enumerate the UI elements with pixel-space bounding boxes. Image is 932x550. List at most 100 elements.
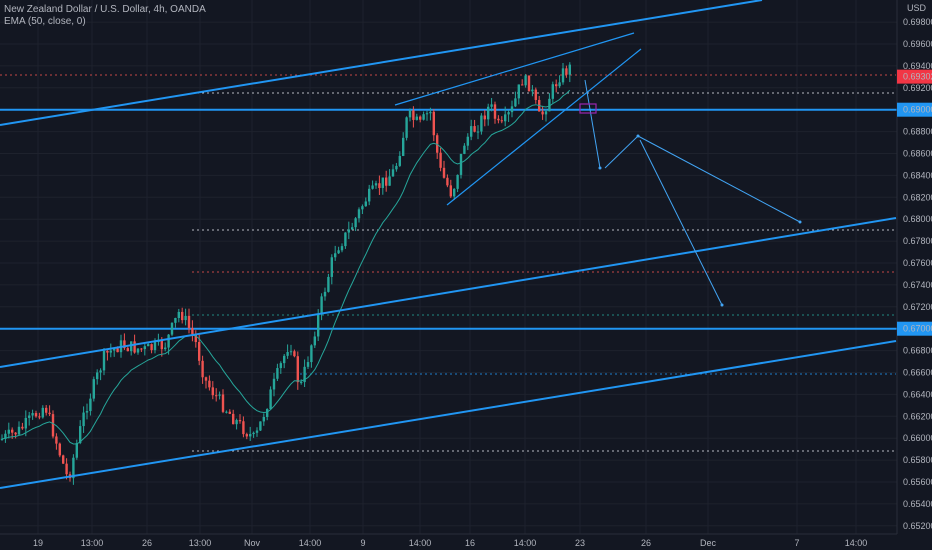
candle-body	[106, 350, 109, 353]
time-tick-label: 16	[465, 538, 475, 548]
candle-body	[453, 188, 456, 197]
candle-body	[303, 366, 306, 383]
candle-body	[378, 183, 381, 188]
time-tick-label: 14:00	[514, 538, 537, 548]
candle-body	[432, 111, 435, 136]
candle-body	[174, 317, 177, 323]
candle-body	[99, 370, 102, 373]
candle-body	[561, 68, 565, 83]
candle-body	[317, 313, 320, 337]
trend-drawings	[0, 0, 897, 489]
candle-body	[487, 106, 490, 120]
candle-body	[126, 348, 129, 352]
candle-body	[347, 229, 350, 233]
candle-body	[354, 218, 357, 228]
candle-body	[381, 177, 384, 188]
candle-body	[405, 117, 408, 138]
candle-body	[514, 98, 517, 107]
candle-body	[368, 188, 371, 202]
candle-body	[92, 379, 95, 399]
candle-body	[510, 106, 514, 113]
candle-body	[238, 420, 242, 422]
candle-body	[194, 334, 197, 343]
currency-label: USD	[907, 3, 927, 13]
candle-body	[463, 145, 466, 154]
candle-body	[204, 377, 208, 381]
candle-body	[483, 115, 486, 120]
current-price-label: 0.69302	[903, 72, 932, 82]
candle-body	[558, 82, 561, 87]
candle-body	[289, 351, 293, 353]
candle-body	[323, 291, 327, 297]
candle-body	[388, 176, 391, 186]
candle-body	[266, 409, 269, 417]
candle-body	[58, 443, 61, 456]
candle-body	[551, 84, 554, 99]
candle-body	[429, 111, 432, 114]
candle-body	[470, 126, 473, 137]
candle-body	[41, 407, 44, 418]
candle-body	[255, 430, 259, 433]
candle-body	[245, 434, 248, 437]
candle-body	[337, 250, 340, 254]
candle-body	[507, 112, 510, 115]
candle-body	[225, 411, 228, 413]
candle-body	[391, 169, 395, 177]
symbol-title[interactable]: New Zealand Dollar / U.S. Dollar, 4h, OA…	[4, 4, 206, 15]
candle-body	[456, 174, 459, 189]
candle-body	[218, 394, 221, 396]
time-tick-label: 14:00	[299, 538, 322, 548]
candle-body	[259, 421, 262, 431]
candle-body	[320, 296, 323, 314]
candle-body	[279, 363, 282, 369]
candle-body	[150, 344, 153, 351]
candle-body	[364, 201, 367, 207]
horizontal-levels	[0, 74, 897, 452]
time-tick-label: 19	[33, 538, 43, 548]
candle-body	[232, 413, 235, 425]
candle-body	[412, 110, 415, 120]
candle-body	[181, 311, 184, 321]
candle-body	[198, 342, 201, 361]
candle-body	[62, 455, 65, 464]
level-price-label-bg	[897, 321, 932, 336]
indicator-label[interactable]: EMA (50, close, 0)	[4, 16, 86, 27]
candle-body	[300, 382, 303, 384]
arrow-head	[598, 166, 602, 170]
candle-body	[439, 152, 442, 168]
projection-arrow	[637, 135, 801, 223]
candle-body	[96, 372, 99, 380]
candle-body	[130, 341, 133, 352]
candle-body	[497, 118, 500, 121]
candle-body	[344, 232, 347, 247]
trend-line	[394, 32, 635, 106]
candle-body	[48, 412, 51, 415]
time-axis[interactable]: 19 13:00 26 13:00 Nov 14:00 9 14:00 16 14:00 23 26 D…	[0, 533, 897, 548]
candle-body	[55, 436, 58, 444]
trend-line	[0, 217, 897, 368]
candle-body	[541, 111, 544, 115]
projection-arrow	[584, 79, 601, 169]
candle-body	[500, 120, 503, 122]
grid	[0, 0, 897, 534]
candle-body	[276, 368, 279, 379]
candle-body	[293, 351, 296, 357]
candle-body	[408, 110, 412, 118]
candle-body	[296, 356, 299, 383]
